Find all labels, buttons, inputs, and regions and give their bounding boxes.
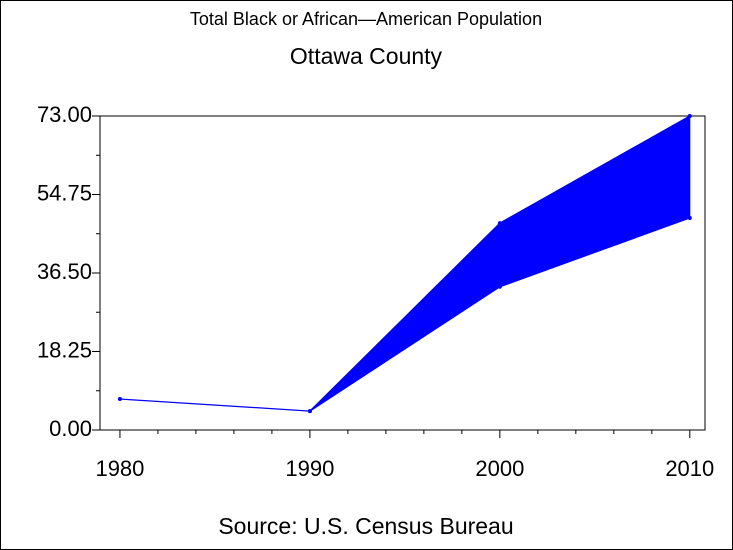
y-tick-label: 36.50 [37, 259, 92, 284]
chart-title: Total Black or African—American Populati… [190, 9, 542, 29]
x-tick-label: 2000 [475, 456, 524, 481]
data-point [687, 215, 692, 220]
y-tick-label: 54.75 [37, 180, 92, 205]
x-tick-label: 1990 [285, 456, 334, 481]
data-point [687, 114, 692, 118]
y-tick-label: 18.25 [37, 337, 92, 362]
x-tick-label: 1980 [95, 456, 144, 481]
chart-subtitle: Ottawa County [290, 43, 443, 69]
data-point [307, 409, 312, 414]
data-point [497, 284, 502, 289]
y-tick-label: 0.00 [49, 416, 92, 441]
x-tick-label: 2010 [665, 456, 714, 481]
data-point [117, 397, 122, 402]
y-tick-label: 73.00 [37, 102, 92, 127]
data-line [119, 115, 691, 412]
source-note: Source: U.S. Census Bureau [218, 513, 513, 539]
data-point [497, 221, 502, 226]
